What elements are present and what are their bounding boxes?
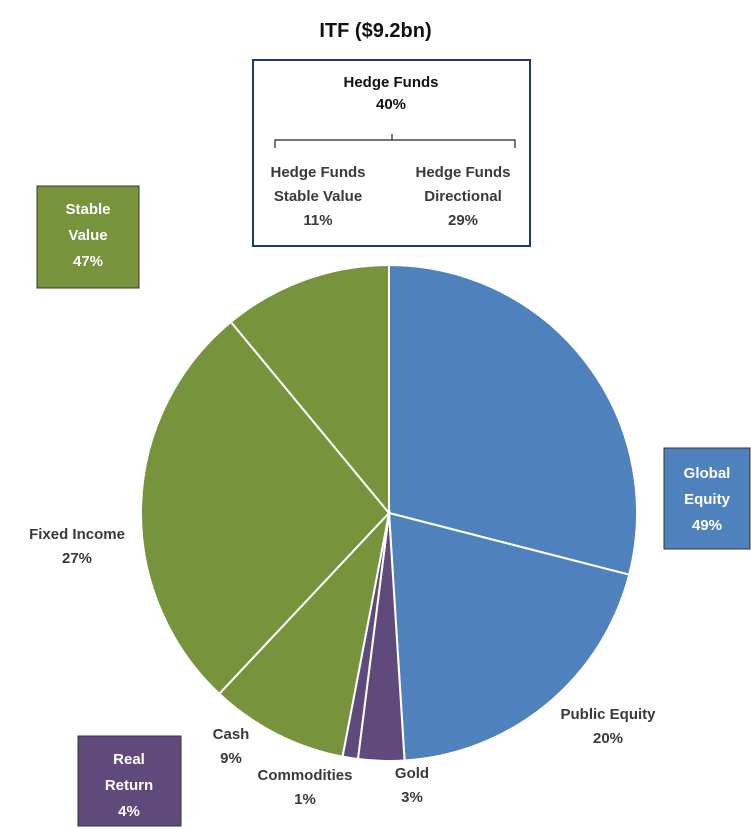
group-box	[663, 447, 751, 550]
slice-label: Cash 9%	[201, 723, 261, 771]
slice-value: 11%	[303, 212, 333, 229]
group-name: Global Equity	[683, 465, 731, 508]
group-name: Stable Value	[65, 201, 111, 244]
group-box	[252, 59, 531, 247]
slice-label: Hedge Funds Stable Value 11%	[253, 161, 383, 233]
slice-value: 1%	[294, 791, 316, 808]
group-box	[77, 735, 182, 827]
group-label: Real Return 4%	[89, 747, 169, 825]
group-label: Stable Value 47%	[48, 197, 128, 275]
chart-title: ITF ($9.2bn)	[319, 20, 432, 42]
slice-name: Hedge Funds Directional	[415, 164, 511, 205]
group-name: Hedge Funds	[343, 74, 439, 91]
group-value: 47%	[72, 253, 104, 270]
slice-label: Public Equity 20%	[558, 703, 658, 751]
group-box	[36, 185, 140, 289]
group-value: 49%	[691, 517, 723, 534]
group-value: 4%	[118, 803, 140, 820]
slice-value: 29%	[447, 212, 479, 229]
group-label: Hedge Funds 40%	[291, 72, 491, 116]
slice-value: 20%	[592, 730, 624, 747]
group-name: Real Return	[104, 751, 154, 794]
pie-slice	[229, 263, 390, 516]
slice-name: Cash	[212, 726, 250, 743]
pie-slice	[387, 511, 631, 762]
slice-value: 27%	[61, 550, 93, 567]
slice-name: Commodities	[257, 767, 353, 784]
slice-name: Fixed Income	[29, 526, 125, 543]
slice-value: 3%	[401, 789, 423, 806]
slice-name: Hedge Funds Stable Value	[270, 164, 366, 205]
slice-name: Public Equity	[560, 706, 656, 723]
group-label: Global Equity 49%	[667, 461, 747, 539]
pie-slice	[140, 320, 391, 696]
group-value: 40%	[375, 96, 407, 113]
slice-value: 9%	[220, 750, 242, 767]
slice-name: Gold	[394, 765, 430, 782]
slice-label: Fixed Income 27%	[12, 523, 142, 571]
slice-label: Gold 3%	[382, 762, 442, 810]
slice-label: Commodities 1%	[245, 764, 365, 812]
group-brace	[274, 134, 516, 148]
pie-slice	[217, 509, 391, 758]
slice-label: Hedge Funds Directional 29%	[398, 161, 528, 233]
pie-slice	[388, 263, 638, 576]
